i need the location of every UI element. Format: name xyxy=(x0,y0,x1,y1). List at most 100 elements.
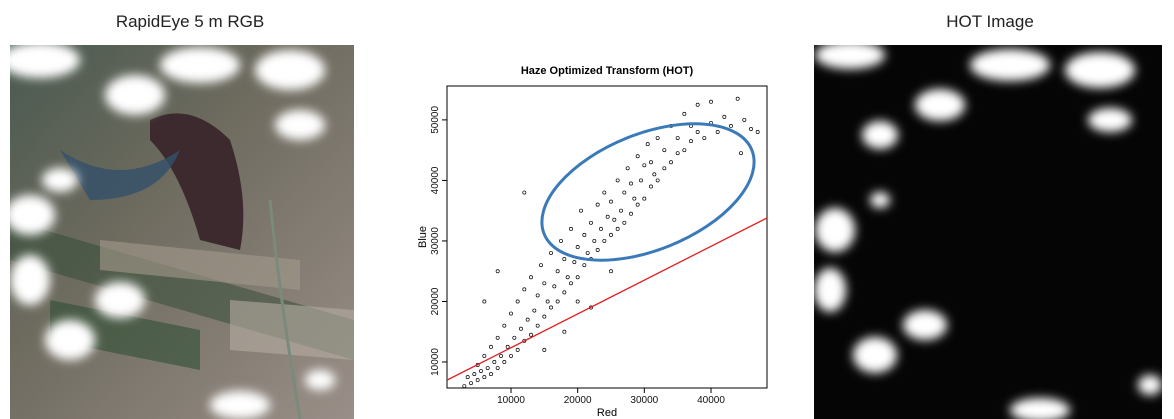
point xyxy=(469,381,473,386)
point xyxy=(675,151,680,156)
point xyxy=(542,314,547,319)
point xyxy=(495,335,500,340)
point xyxy=(592,238,597,243)
highlight-ellipse xyxy=(540,122,756,262)
point xyxy=(512,335,517,340)
point xyxy=(662,148,667,153)
point xyxy=(545,299,550,304)
image-title: HOT Image xyxy=(946,12,1034,31)
point xyxy=(695,102,700,107)
point xyxy=(599,226,603,231)
point xyxy=(629,181,633,186)
point xyxy=(499,353,503,358)
point xyxy=(549,305,553,310)
point xyxy=(495,269,500,274)
point xyxy=(605,214,610,219)
hot-image xyxy=(814,45,1162,419)
point xyxy=(695,130,700,134)
rgb-image xyxy=(10,45,354,419)
point xyxy=(755,130,760,134)
point xyxy=(675,136,680,140)
point xyxy=(749,127,753,131)
point xyxy=(465,375,470,380)
point xyxy=(575,299,580,304)
point xyxy=(582,232,587,237)
point xyxy=(562,257,567,262)
y-tick-label: 40000 xyxy=(430,166,441,194)
y-tick-label: 50000 xyxy=(430,106,441,134)
point xyxy=(729,123,733,128)
point xyxy=(579,208,583,213)
point xyxy=(539,263,543,268)
point xyxy=(562,329,567,334)
point xyxy=(575,245,580,249)
point xyxy=(595,248,600,252)
point xyxy=(515,299,520,304)
point xyxy=(702,136,707,140)
point xyxy=(662,166,667,171)
point xyxy=(585,251,590,255)
x-tick-label: 30000 xyxy=(630,395,658,406)
point xyxy=(602,190,607,195)
point xyxy=(482,299,487,304)
point xyxy=(552,284,557,289)
point xyxy=(489,372,493,377)
point xyxy=(655,178,660,183)
y-tick-label: 20000 xyxy=(430,287,441,315)
point xyxy=(535,293,540,298)
point xyxy=(565,275,570,280)
image-title: RapidEye 5 m RGB xyxy=(116,12,264,31)
point xyxy=(479,369,483,374)
point xyxy=(509,353,513,358)
point xyxy=(529,275,533,280)
point xyxy=(569,281,573,286)
point xyxy=(689,139,693,144)
point xyxy=(635,154,640,159)
point xyxy=(569,226,573,231)
point xyxy=(502,360,507,364)
point xyxy=(542,347,547,352)
fit-line xyxy=(446,217,768,381)
point xyxy=(525,317,530,322)
plot-frame xyxy=(446,85,768,389)
point xyxy=(515,347,520,352)
point xyxy=(475,378,480,383)
y-tick-label: 30000 xyxy=(430,227,441,255)
point xyxy=(682,111,687,116)
point xyxy=(519,326,523,331)
point xyxy=(615,226,620,231)
point xyxy=(505,344,510,349)
point xyxy=(629,211,633,216)
point xyxy=(619,208,623,213)
point xyxy=(639,178,643,183)
point xyxy=(722,114,727,119)
point xyxy=(549,251,553,255)
point xyxy=(609,199,613,204)
point xyxy=(609,269,613,274)
point xyxy=(522,190,527,195)
point xyxy=(485,366,490,370)
point xyxy=(622,220,627,225)
point xyxy=(482,353,487,358)
point xyxy=(655,136,660,140)
point xyxy=(472,372,477,377)
point xyxy=(609,232,613,237)
point xyxy=(682,148,687,153)
scatter-plot: Haze Optimized Transform (HOT) Red Blue … xyxy=(417,65,768,419)
point xyxy=(589,220,593,225)
point xyxy=(649,160,653,165)
point xyxy=(555,269,560,274)
point xyxy=(642,196,647,201)
point xyxy=(715,130,720,134)
point xyxy=(542,281,547,286)
point xyxy=(642,163,647,168)
x-tick-label: 10000 xyxy=(497,395,525,406)
point xyxy=(532,308,537,313)
point xyxy=(635,202,640,207)
y-axis-label: Blue xyxy=(417,226,429,248)
point xyxy=(652,172,657,177)
point xyxy=(529,332,533,337)
x-tick-label: 20000 xyxy=(564,395,592,406)
point xyxy=(632,196,637,201)
